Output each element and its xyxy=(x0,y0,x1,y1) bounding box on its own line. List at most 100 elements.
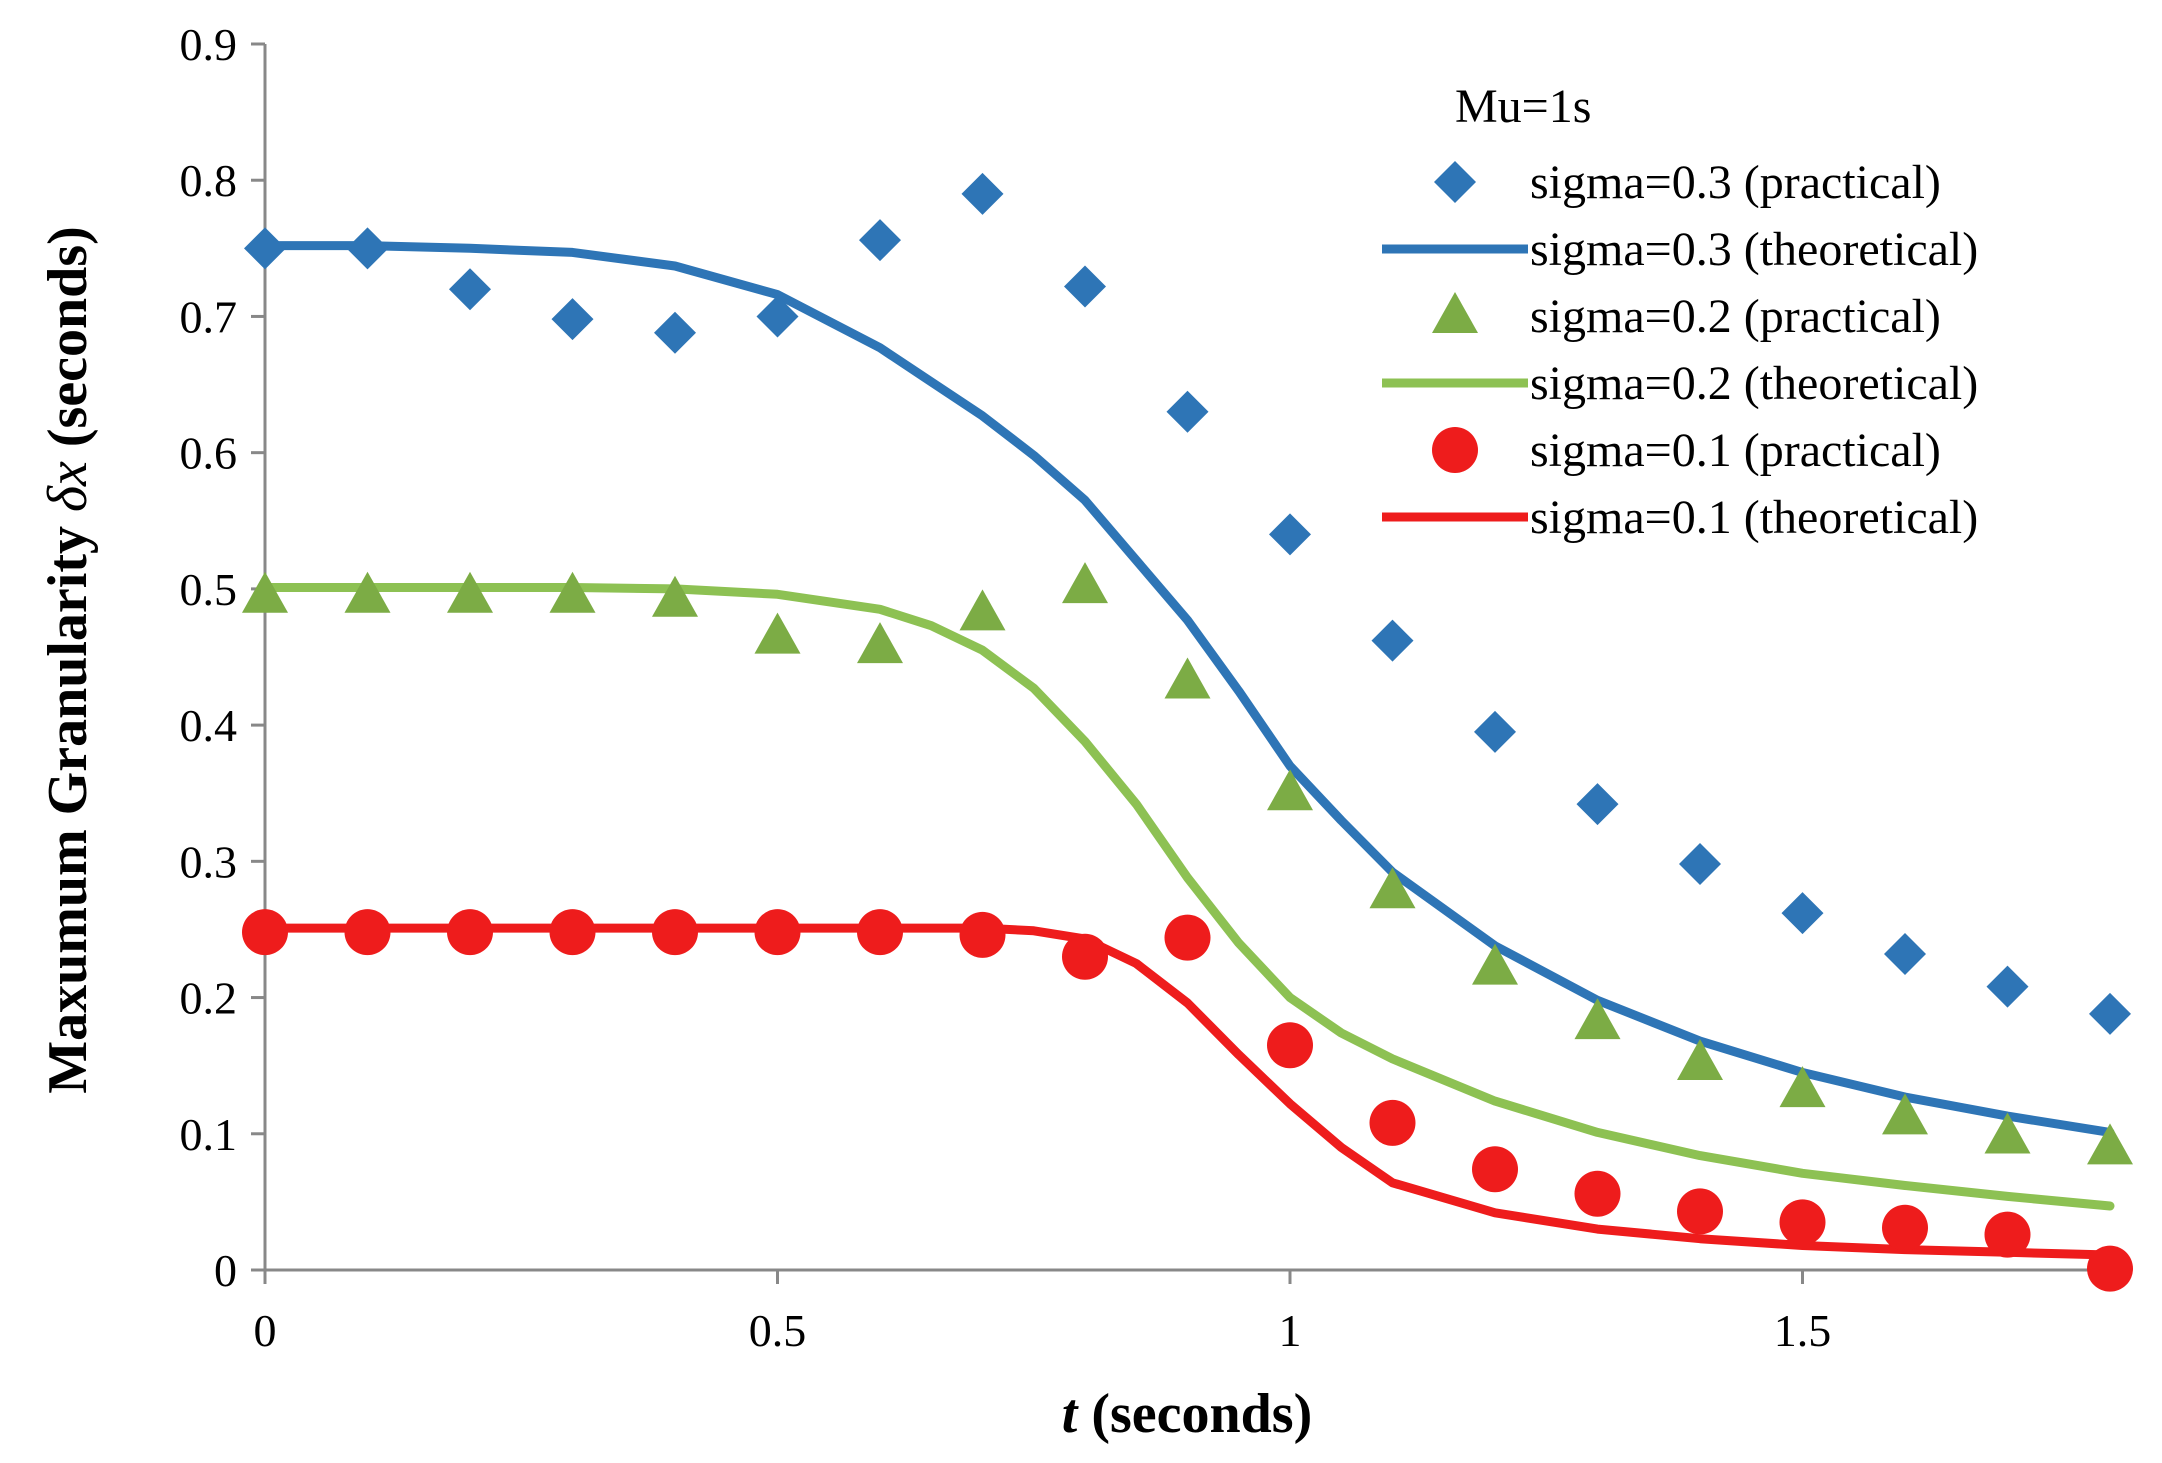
data-point xyxy=(1267,1022,1313,1069)
y-tick-label: 0.3 xyxy=(180,836,238,887)
legend-marker-swatch xyxy=(1432,292,1478,333)
data-point xyxy=(1062,562,1108,604)
legend-label: sigma=0.2 (practical) xyxy=(1530,290,1941,343)
y-tick-label: 0 xyxy=(214,1245,237,1296)
legend: Mu=1s sigma=0.3 (practical) sigma=0.3 (th… xyxy=(1382,80,1978,544)
data-point xyxy=(1064,265,1106,308)
data-point xyxy=(1369,1099,1416,1146)
data-point xyxy=(959,589,1006,631)
series-line-path xyxy=(260,583,2115,1211)
x-axis-ticks: 0 0.5 1 1.5 xyxy=(254,1270,1832,1356)
data-point xyxy=(1884,932,1926,975)
data-point xyxy=(652,909,698,956)
data-point xyxy=(857,909,903,956)
x-axis-title-italic: t xyxy=(1062,1383,1079,1445)
y-tick-label: 0.4 xyxy=(180,700,238,751)
data-point xyxy=(754,909,801,956)
data-point xyxy=(1984,1112,2031,1154)
x-tick-label: 1.5 xyxy=(1774,1305,1832,1356)
data-point xyxy=(1677,1188,1723,1235)
y-tick-label: 0.5 xyxy=(180,564,238,615)
series-line-3 xyxy=(260,583,2115,1211)
legend-label: sigma=0.2 (theoretical) xyxy=(1530,357,1978,410)
data-point xyxy=(1779,1066,1826,1108)
y-tick-label: 0.7 xyxy=(180,291,238,342)
series-line-5 xyxy=(260,923,2115,1260)
series-layer xyxy=(242,172,2133,1292)
series-line-path xyxy=(260,923,2115,1260)
data-point xyxy=(2087,1245,2133,1292)
data-point xyxy=(551,298,594,341)
legend-marker-swatch xyxy=(1432,427,1478,473)
data-point xyxy=(344,571,391,613)
data-point xyxy=(1267,769,1313,811)
data-point xyxy=(549,571,596,613)
data-point xyxy=(1779,1199,1826,1246)
x-axis-title: t (seconds) xyxy=(1062,1383,1312,1445)
legend-title: Mu=1s xyxy=(1455,80,1591,133)
y-tick-label: 0.6 xyxy=(180,428,238,479)
data-point xyxy=(1164,914,1211,961)
legend-entry: sigma=0.3 (practical) xyxy=(1434,156,1941,209)
series-line-1 xyxy=(260,241,2115,1137)
data-point xyxy=(346,227,389,270)
legend-entries: sigma=0.3 (practical) sigma=0.3 (theoreti… xyxy=(1382,156,1978,544)
data-point xyxy=(1882,1093,1928,1135)
y-tick-label: 0.2 xyxy=(180,973,238,1024)
data-point xyxy=(1472,943,1518,985)
y-axis-title-part1: Maxumum Granularity xyxy=(37,512,99,1094)
data-point xyxy=(1369,867,1416,909)
data-point xyxy=(1269,513,1311,556)
legend-entry: sigma=0.2 (theoretical) xyxy=(1382,357,1978,410)
data-point xyxy=(756,295,799,338)
x-tick-label: 0 xyxy=(254,1305,277,1356)
data-point xyxy=(859,219,901,262)
y-tick-label: 0.8 xyxy=(180,155,238,206)
data-point xyxy=(1574,1170,1621,1217)
series-points-2 xyxy=(242,562,2133,1165)
legend-entry: sigma=0.1 (theoretical) xyxy=(1382,491,1978,544)
data-point xyxy=(1677,1038,1723,1080)
data-point xyxy=(1679,843,1721,886)
x-tick-label: 0.5 xyxy=(749,1305,807,1356)
data-point xyxy=(754,612,801,654)
x-axis-title-rest: (seconds) xyxy=(1077,1383,1312,1445)
data-point xyxy=(1164,657,1211,699)
data-point xyxy=(1472,1146,1518,1193)
data-point xyxy=(2089,992,2131,1035)
legend-entry: sigma=0.2 (practical) xyxy=(1432,290,1941,343)
data-point xyxy=(1576,783,1619,826)
legend-entry: sigma=0.3 (theoretical) xyxy=(1382,223,1978,276)
data-point xyxy=(652,575,698,617)
data-point xyxy=(244,227,286,270)
data-point xyxy=(1062,933,1108,980)
plot-area: 0 0.1 0.2 0.3 0.4 0.5 0.6 0.7 0.8 0.9 0 0.5 1 1.5 xyxy=(180,19,2133,1356)
y-tick-label: 0.9 xyxy=(180,19,238,70)
y-axis-title-italic: δx xyxy=(37,461,99,512)
data-point xyxy=(654,311,696,354)
data-point xyxy=(961,172,1004,215)
series-points-4 xyxy=(242,909,2133,1292)
series-points-0 xyxy=(244,172,2131,1035)
data-point xyxy=(1882,1204,1928,1251)
x-tick-label: 1 xyxy=(1279,1305,1302,1356)
data-point xyxy=(959,911,1006,958)
data-point xyxy=(1574,998,1621,1040)
data-point xyxy=(242,909,288,956)
legend-label: sigma=0.1 (theoretical) xyxy=(1530,491,1978,544)
data-point xyxy=(1986,965,2029,1008)
data-point xyxy=(1474,710,1516,753)
data-point xyxy=(447,571,493,613)
data-point xyxy=(857,622,903,664)
data-point xyxy=(344,909,391,956)
y-tick-label: 0.1 xyxy=(180,1109,238,1160)
data-point xyxy=(242,571,288,613)
data-point xyxy=(1166,390,1209,433)
y-axis-title: Maxumum Granularity δx (seconds) xyxy=(37,226,99,1094)
y-axis-title-part2: (seconds) xyxy=(37,226,99,461)
data-point xyxy=(1984,1211,2031,1258)
y-axis-ticks: 0 0.1 0.2 0.3 0.4 0.5 0.6 0.7 0.8 0.9 xyxy=(180,19,265,1296)
legend-label: sigma=0.3 (practical) xyxy=(1530,156,1941,209)
data-point xyxy=(447,909,493,956)
